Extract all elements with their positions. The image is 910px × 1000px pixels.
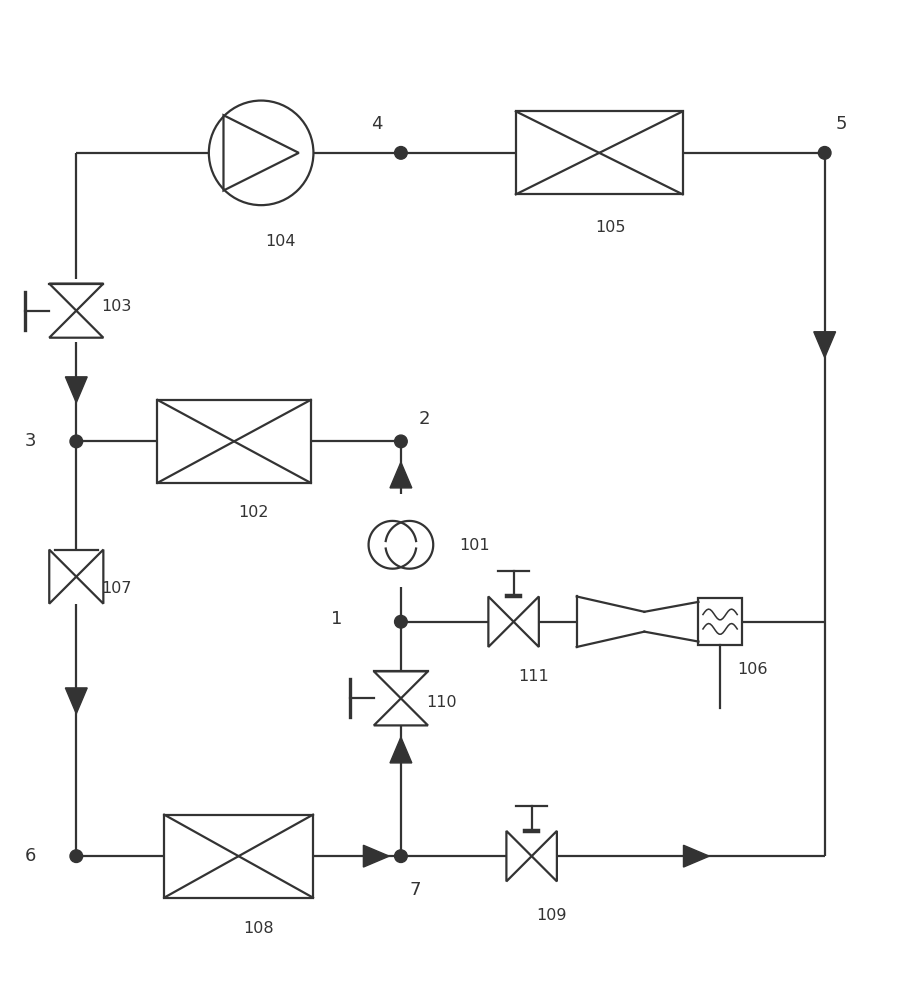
Text: 102: 102 [238,505,269,520]
Text: 5: 5 [835,115,847,133]
Polygon shape [66,688,87,714]
Circle shape [395,615,407,628]
Polygon shape [390,462,412,488]
Text: 101: 101 [460,538,490,553]
Circle shape [70,435,83,448]
Circle shape [395,435,407,448]
Text: 108: 108 [243,921,274,936]
Bar [516,111,682,194]
Bar [699,598,742,645]
Text: 6: 6 [25,847,35,865]
Text: 109: 109 [536,908,567,923]
Circle shape [395,147,407,159]
Text: 107: 107 [102,581,132,596]
Text: 106: 106 [737,662,768,677]
Bar [157,400,310,483]
Text: 111: 111 [518,669,549,684]
Text: 3: 3 [25,432,35,450]
Polygon shape [390,737,412,763]
Text: 4: 4 [371,115,383,133]
Circle shape [395,850,407,862]
Circle shape [818,147,831,159]
Text: 2: 2 [419,410,430,428]
Text: 110: 110 [426,695,457,710]
Polygon shape [66,377,87,403]
Text: 1: 1 [331,610,342,628]
Text: 103: 103 [102,299,132,314]
Text: 105: 105 [595,220,625,235]
Bar [164,815,313,898]
Polygon shape [363,845,389,867]
Polygon shape [683,845,709,867]
Text: 104: 104 [266,234,296,249]
Circle shape [70,850,83,862]
Polygon shape [814,332,835,358]
Text: 7: 7 [410,881,421,899]
